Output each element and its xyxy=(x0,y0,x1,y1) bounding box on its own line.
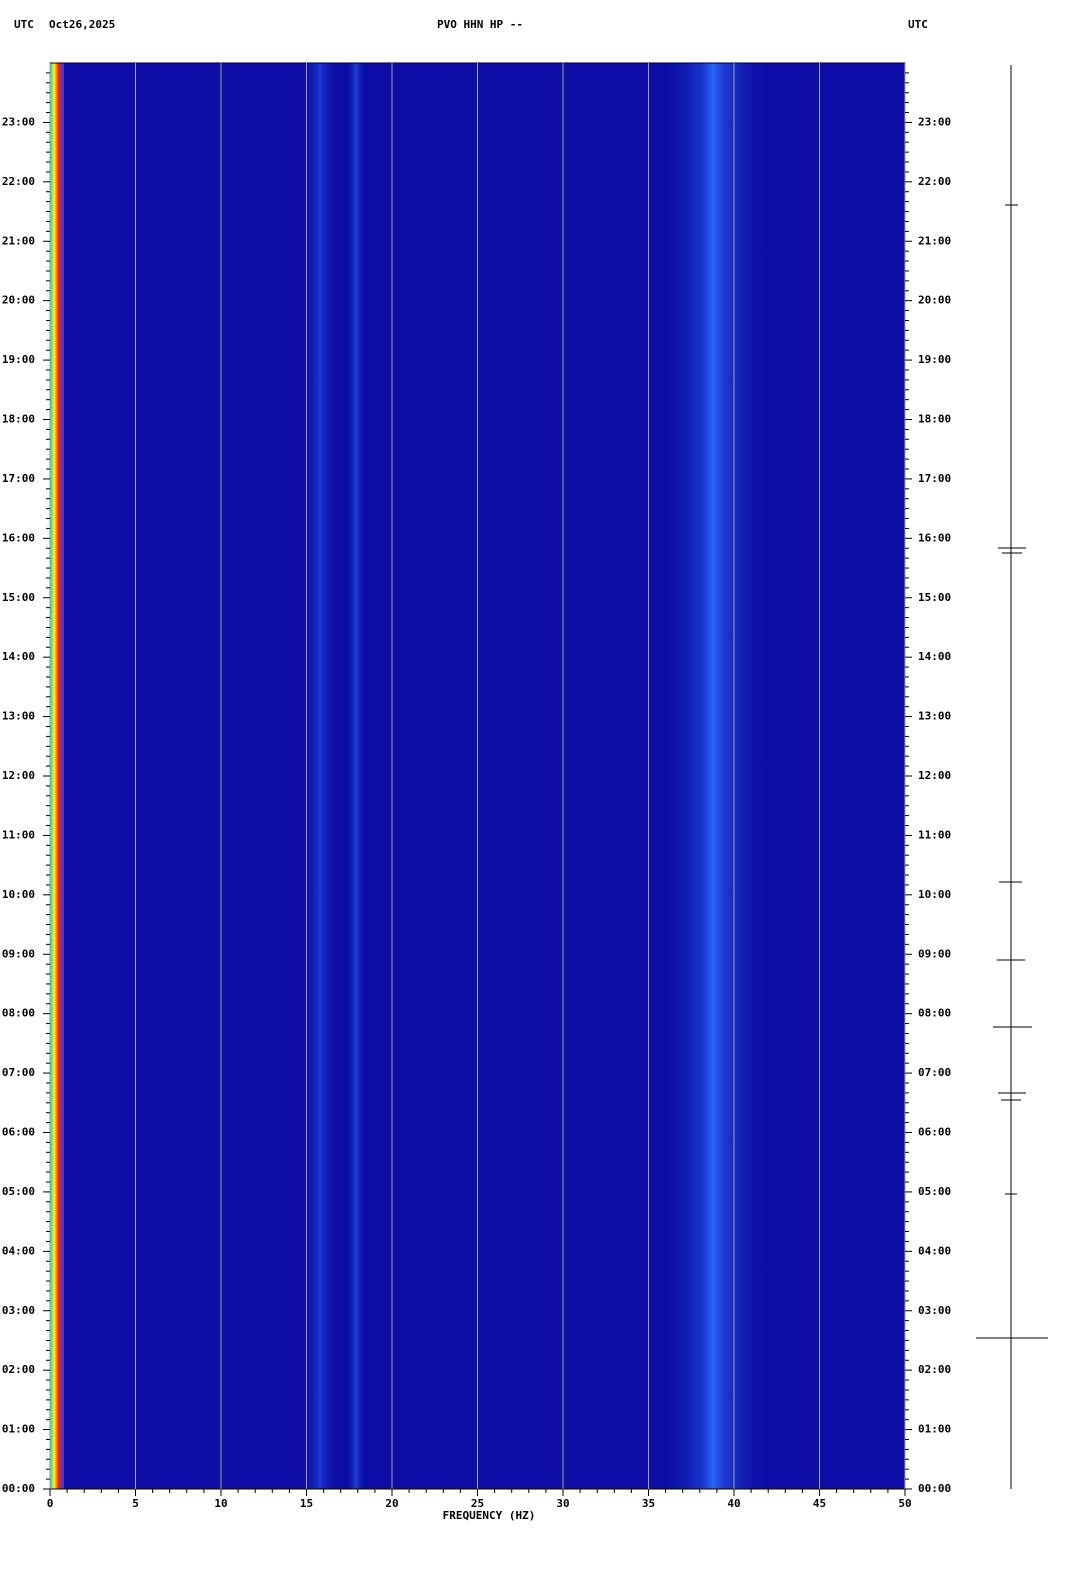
x-tick-label: 20 xyxy=(385,1497,398,1510)
y-tick-label: 22:00 xyxy=(2,175,35,188)
y-tick-label: 14:00 xyxy=(2,650,35,663)
y-tick-label: 06:00 xyxy=(2,1126,35,1139)
y-tick-label: 11:00 xyxy=(2,828,35,841)
y-tick-label: 05:00 xyxy=(918,1185,951,1198)
axes: 0 5 10 15 20 25 30 35 40 45 50 00:00 00:00 01:00 01:00… xyxy=(2,63,951,1510)
x-tick-label: 10 xyxy=(214,1497,227,1510)
y-tick-label: 01:00 xyxy=(918,1423,951,1436)
x-tick-label: 15 xyxy=(300,1497,313,1510)
chart-title: PVO HHN HP -- xyxy=(437,18,523,31)
y-tick-label: 06:00 xyxy=(918,1126,951,1139)
x-tick-label: 5 xyxy=(132,1497,139,1510)
x-tick-label: 0 xyxy=(47,1497,54,1510)
y-tick-label: 13:00 xyxy=(2,710,35,723)
y-tick-label: 22:00 xyxy=(918,175,951,188)
y-tick-label: 08:00 xyxy=(918,1007,951,1020)
y-tick-label: 03:00 xyxy=(918,1304,951,1317)
x-tick-label: 45 xyxy=(813,1497,826,1510)
y-tick-label: 00:00 xyxy=(918,1482,951,1495)
x-tick-label: 40 xyxy=(727,1497,740,1510)
x-tick-label: 25 xyxy=(471,1497,484,1510)
y-tick-label: 21:00 xyxy=(918,234,951,247)
y-tick-label: 03:00 xyxy=(2,1304,35,1317)
y-tick-label: 08:00 xyxy=(2,1007,35,1020)
y-tick-label: 20:00 xyxy=(918,294,951,307)
date: Oct26,2025 xyxy=(49,18,115,31)
y-tick-label: 15:00 xyxy=(918,591,951,604)
y-tick-label: 12:00 xyxy=(918,769,951,782)
y-tick-label: 16:00 xyxy=(2,531,35,544)
left-header: UTC xyxy=(14,18,34,31)
y-tick-label: 12:00 xyxy=(2,769,35,782)
y-tick-label: 18:00 xyxy=(918,413,951,426)
spectrogram-texture xyxy=(50,63,64,1489)
x-tick-label: 35 xyxy=(642,1497,655,1510)
y-tick-label: 10:00 xyxy=(2,888,35,901)
y-tick-label: 07:00 xyxy=(2,1066,35,1079)
y-tick-label: 16:00 xyxy=(918,531,951,544)
y-tick-label: 14:00 xyxy=(918,650,951,663)
y-tick-label: 05:00 xyxy=(2,1185,35,1198)
y-tick-label: 17:00 xyxy=(2,472,35,485)
x-tick-label: 30 xyxy=(556,1497,569,1510)
y-tick-label: 04:00 xyxy=(2,1244,35,1257)
y-tick-label: 02:00 xyxy=(2,1363,35,1376)
y-tick-label: 04:00 xyxy=(918,1244,951,1257)
spectrogram-texture xyxy=(345,63,367,1489)
y-tick-label: 20:00 xyxy=(2,294,35,307)
spectrogram-texture xyxy=(695,63,731,1489)
x-axis-label: FREQUENCY (HZ) xyxy=(443,1509,536,1522)
right-header: UTC xyxy=(908,18,928,31)
y-tick-label: 19:00 xyxy=(2,353,35,366)
y-tick-label: 09:00 xyxy=(2,947,35,960)
x-tick-label: 50 xyxy=(898,1497,911,1510)
y-tick-label: 17:00 xyxy=(918,472,951,485)
y-tick-label: 10:00 xyxy=(918,888,951,901)
y-tick-label: 09:00 xyxy=(918,947,951,960)
y-tick-label: 23:00 xyxy=(918,115,951,128)
y-tick-label: 02:00 xyxy=(918,1363,951,1376)
y-tick-label: 07:00 xyxy=(918,1066,951,1079)
y-tick-label: 23:00 xyxy=(2,115,35,128)
y-tick-label: 11:00 xyxy=(918,828,951,841)
y-tick-label: 13:00 xyxy=(918,710,951,723)
y-tick-label: 15:00 xyxy=(2,591,35,604)
y-tick-label: 21:00 xyxy=(2,234,35,247)
seismogram-trace xyxy=(976,65,1048,1489)
y-tick-label: 00:00 xyxy=(2,1482,35,1495)
y-tick-label: 18:00 xyxy=(2,413,35,426)
y-tick-label: 01:00 xyxy=(2,1423,35,1436)
y-tick-label: 19:00 xyxy=(918,353,951,366)
